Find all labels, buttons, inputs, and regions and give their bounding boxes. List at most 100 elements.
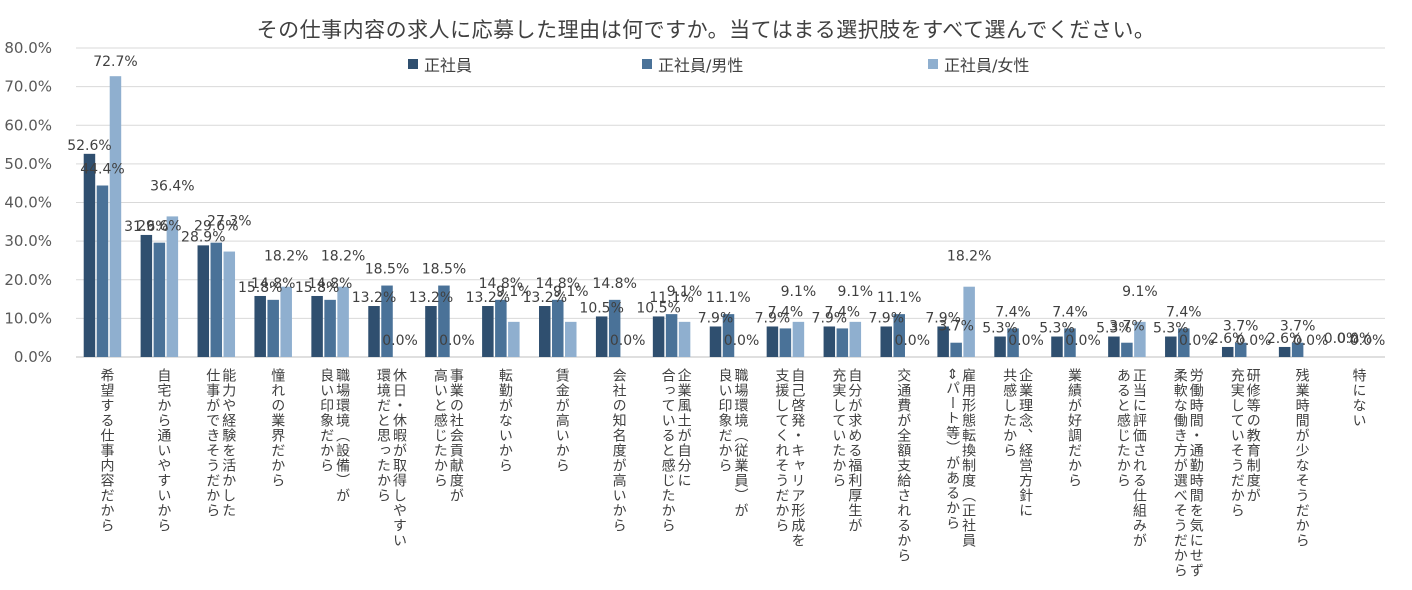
data-label: 13.2% [466, 290, 510, 306]
bar [665, 314, 678, 357]
data-label: 9.1% [781, 284, 817, 300]
data-label: 7.9% [868, 310, 904, 326]
data-label: 7.4% [995, 304, 1031, 320]
bar [1221, 346, 1234, 357]
data-label: 0.0% [1236, 333, 1272, 349]
y-tick-label: 80.0% [4, 39, 52, 57]
y-tick-label: 20.0% [4, 271, 52, 289]
bar [83, 153, 96, 357]
bar [311, 295, 323, 357]
data-label: 5.3% [1096, 321, 1132, 337]
data-label: 0.0% [1350, 333, 1386, 349]
bar [254, 295, 266, 357]
category-label: 良い印象だから [318, 368, 334, 473]
bar [1291, 342, 1304, 357]
bar [823, 326, 836, 357]
bar [1234, 342, 1247, 357]
y-tick-label: 30.0% [4, 232, 52, 250]
bar [368, 306, 380, 357]
bar [1178, 328, 1190, 357]
bar [994, 336, 1006, 357]
data-label: 14.8% [479, 276, 523, 292]
data-label: 0.0% [1008, 333, 1044, 349]
data-label: 36.4% [150, 178, 194, 194]
data-label: 18.5% [365, 262, 409, 278]
category-label: ⇔パート等）があるから [944, 368, 960, 531]
data-label: 13.2% [523, 290, 567, 306]
data-label: 15.8% [295, 280, 339, 296]
category-label: 共感したから [1001, 368, 1017, 458]
data-label: 0.0% [1065, 333, 1101, 349]
bar [539, 306, 551, 357]
data-label: 7.4% [768, 304, 804, 320]
category-label: 賃金が高いから [554, 368, 570, 473]
chart-title: その仕事内容の求人に応募した理由は何ですか。当てはまる選択肢をすべて選んでくださ… [256, 18, 1156, 42]
data-label: 5.3% [1153, 321, 1189, 337]
data-label: 29.6% [194, 219, 238, 235]
bar [792, 321, 805, 357]
data-label: 13.2% [352, 290, 396, 306]
y-tick-label: 0.0% [14, 348, 52, 366]
data-label: 29.6% [137, 219, 181, 235]
data-label: 11.1% [649, 290, 693, 306]
data-label: 18.5% [422, 262, 466, 278]
data-label: 18.2% [947, 249, 991, 265]
bar [1051, 336, 1063, 357]
category-label: 環境だと思ったから [375, 368, 391, 503]
data-label: 11.1% [877, 290, 921, 306]
bar [950, 342, 962, 357]
bar [1134, 321, 1146, 357]
category-label: 合っていると感じたから [660, 368, 676, 533]
data-label: 9.1% [838, 284, 874, 300]
category-label: 転勤がないから [497, 368, 513, 473]
category-label: 仕事ができそうだから [204, 368, 220, 518]
bar [223, 251, 236, 357]
data-label: 11.1% [706, 290, 750, 306]
data-label: 31.6% [124, 219, 168, 235]
category-label: 支援してくれそうだから [773, 368, 789, 533]
data-label: 7.9% [755, 310, 791, 326]
data-label: 18.2% [264, 249, 308, 265]
bar [495, 299, 507, 357]
category-label: 残業時間が少なそうだから [1294, 368, 1310, 548]
data-label: 72.7% [93, 54, 137, 70]
bar [963, 286, 975, 357]
category-label: 自宅から通いやすいから [155, 368, 171, 533]
data-label: 7.9% [925, 310, 961, 326]
category-label: あると感じたから [1115, 368, 1131, 488]
data-label: 5.3% [982, 321, 1018, 337]
data-label: 0.0% [1293, 333, 1329, 349]
bar [267, 299, 279, 357]
category-label: 企業風土が自分に [676, 367, 692, 488]
data-label: 18.2% [321, 249, 365, 265]
legend-swatch-series-2 [642, 59, 652, 69]
bar [1165, 336, 1177, 357]
y-tick-label: 10.0% [4, 309, 52, 327]
data-label: 9.1% [496, 284, 532, 300]
legend-item-series-3: 正社員/女性 [928, 52, 1029, 76]
data-label: 3.7% [938, 319, 974, 335]
data-label: 0.0% [1179, 333, 1215, 349]
category-label: 職場環境（設備）が [334, 368, 350, 503]
data-label: 3.7% [1109, 319, 1145, 335]
data-label: 10.5% [636, 300, 680, 316]
category-label: 企業理念、経営方針に [1017, 367, 1033, 518]
bar [709, 326, 722, 357]
bar [153, 242, 166, 357]
data-label: 0.0% [1324, 331, 1360, 347]
bar [836, 328, 849, 357]
data-label: 10.5% [579, 300, 623, 316]
bar [1278, 346, 1291, 357]
category-label: 高いと感じたから [432, 367, 448, 488]
category-label: 会社の知名度が高いから [611, 368, 627, 533]
bar [1064, 328, 1076, 357]
legend-item-series-1: 正社員 [408, 52, 472, 76]
y-tick-label: 60.0% [4, 116, 52, 134]
category-label: 事業の社会貢献度が [448, 368, 464, 503]
bar [722, 314, 735, 357]
data-label: 3.7% [1280, 319, 1316, 335]
category-label: 正当に評価される仕組みが [1131, 368, 1147, 548]
category-label: 雇用形態転換制度（正社員 [960, 367, 976, 548]
data-label: 52.6% [67, 138, 111, 154]
